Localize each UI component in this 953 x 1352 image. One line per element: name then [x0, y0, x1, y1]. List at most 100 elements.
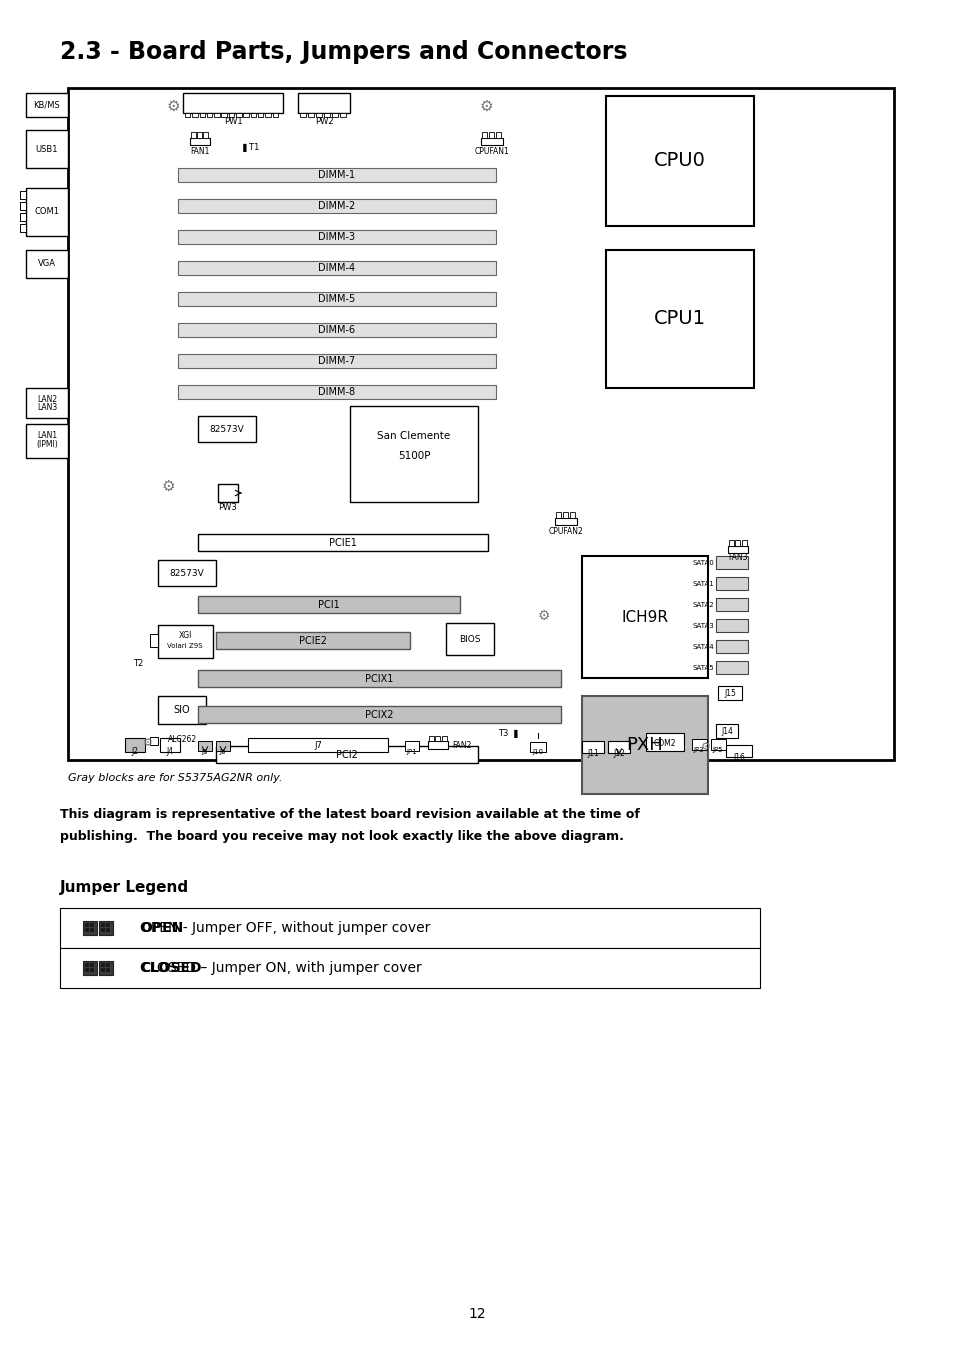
Bar	[20, 191, 26, 199]
Bar	[106, 968, 110, 972]
Bar	[60, 948, 760, 988]
Text: PW3: PW3	[218, 503, 237, 512]
Bar	[221, 114, 227, 118]
Text: CPU1: CPU1	[654, 310, 705, 329]
Bar	[178, 199, 496, 214]
Text: JP3: JP3	[693, 748, 703, 753]
Text: San Clemente: San Clemente	[377, 431, 450, 441]
Bar	[60, 909, 760, 948]
Text: ICH9R: ICH9R	[620, 610, 668, 625]
Text: DIMM-3: DIMM-3	[318, 233, 355, 242]
Bar	[446, 623, 494, 654]
Text: SIO: SIO	[173, 704, 190, 715]
Bar	[20, 201, 26, 210]
Bar	[90, 927, 94, 932]
Bar	[315, 114, 322, 118]
Text: PCIE2: PCIE2	[298, 635, 327, 646]
Bar	[562, 512, 567, 518]
Bar	[85, 968, 89, 972]
Bar	[85, 927, 89, 932]
Bar	[569, 512, 575, 518]
Bar	[190, 138, 210, 145]
Bar	[215, 741, 230, 750]
Text: Jumper Legend: Jumper Legend	[60, 880, 189, 895]
Bar	[106, 963, 110, 967]
Text: CLOSED – Jumper ON, with jumper cover: CLOSED – Jumper ON, with jumper cover	[140, 961, 421, 975]
Text: FAN3: FAN3	[727, 553, 747, 562]
Bar	[308, 114, 314, 118]
Bar	[178, 292, 496, 306]
Bar	[214, 114, 219, 118]
Bar	[198, 416, 255, 442]
Bar	[90, 923, 94, 927]
Text: LAN3: LAN3	[37, 403, 57, 412]
Text: PCIX2: PCIX2	[364, 710, 393, 721]
Text: LAN1: LAN1	[37, 431, 57, 441]
Bar	[106, 927, 110, 932]
Bar	[645, 733, 683, 750]
Bar	[299, 114, 306, 118]
Bar	[215, 746, 477, 763]
Bar	[26, 188, 68, 237]
Text: ⚙: ⚙	[537, 608, 550, 623]
Text: Gray blocks are for S5375AG2NR only.: Gray blocks are for S5375AG2NR only.	[68, 773, 282, 783]
Text: SATA0: SATA0	[692, 560, 713, 566]
Bar	[99, 961, 112, 975]
Bar	[20, 224, 26, 233]
Bar	[728, 539, 733, 546]
Bar	[339, 114, 346, 118]
Bar	[215, 631, 410, 649]
Bar	[405, 741, 418, 750]
Bar	[198, 534, 488, 552]
Bar	[68, 88, 893, 760]
Text: DIMM-8: DIMM-8	[318, 387, 355, 397]
Bar	[178, 168, 496, 183]
Text: 82573V: 82573V	[170, 568, 204, 577]
Text: ⚙: ⚙	[478, 99, 493, 114]
Bar	[716, 661, 747, 675]
Bar	[178, 261, 496, 274]
Text: DIMM-2: DIMM-2	[318, 201, 355, 211]
Bar	[101, 968, 105, 972]
Bar	[193, 114, 197, 118]
Bar	[691, 740, 706, 750]
Text: CPUFAN1: CPUFAN1	[475, 146, 509, 155]
Bar	[198, 671, 560, 687]
Bar	[196, 132, 202, 138]
Bar	[489, 132, 494, 138]
Text: PCI2: PCI2	[335, 750, 357, 760]
Text: ▐ T1: ▐ T1	[240, 143, 259, 153]
Bar	[178, 323, 496, 337]
Bar	[530, 742, 545, 752]
Bar	[125, 738, 145, 752]
Text: J4: J4	[166, 748, 173, 757]
Text: ⚙: ⚙	[166, 99, 179, 114]
Text: SATA4: SATA4	[692, 644, 713, 650]
Bar	[581, 556, 707, 677]
Bar	[429, 735, 434, 741]
Bar	[26, 425, 68, 458]
Text: OPEN - Jumper OFF, without jumper cover: OPEN - Jumper OFF, without jumper cover	[140, 921, 430, 936]
Bar	[178, 385, 496, 399]
Bar	[160, 738, 180, 752]
Text: Volari Z9S: Volari Z9S	[167, 644, 203, 649]
Bar	[183, 93, 283, 114]
Text: JP5: JP5	[712, 748, 722, 753]
Text: PXH: PXH	[626, 735, 662, 754]
Bar	[207, 114, 213, 118]
Bar	[716, 577, 747, 589]
Bar	[90, 963, 94, 967]
Text: ⚙: ⚙	[161, 479, 174, 493]
Text: DIMM-6: DIMM-6	[318, 324, 355, 335]
Text: J12: J12	[613, 749, 624, 757]
Bar	[716, 725, 738, 738]
Bar	[158, 696, 206, 725]
Text: 2.3 - Board Parts, Jumpers and Connectors: 2.3 - Board Parts, Jumpers and Connector…	[60, 41, 627, 64]
Bar	[496, 132, 500, 138]
Text: ALC262: ALC262	[168, 735, 197, 745]
Bar	[265, 114, 271, 118]
Text: publishing.  The board you receive may not look exactly like the above diagram.: publishing. The board you receive may no…	[60, 830, 623, 844]
Bar	[741, 539, 746, 546]
Bar	[480, 138, 502, 145]
Bar	[435, 735, 440, 741]
